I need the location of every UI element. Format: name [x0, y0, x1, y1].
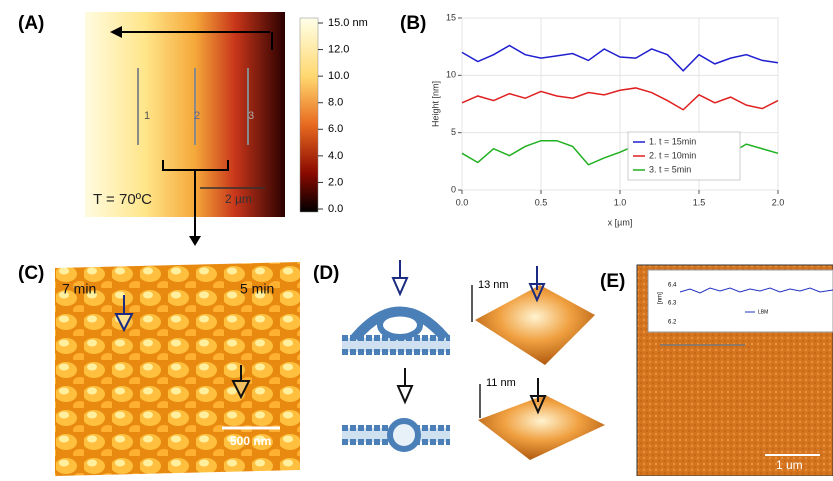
panel-label: (C): [18, 263, 44, 284]
colorbar-label: 8.0: [328, 97, 343, 109]
time-label: 7 min: [62, 281, 96, 297]
x-axis-label: x [µm]: [608, 217, 633, 227]
legend-label: 3. t = 5min: [649, 164, 691, 174]
inset-legend: LBM: [758, 309, 768, 315]
profile-number: 2: [194, 110, 200, 122]
arrow-head: [189, 236, 201, 246]
profile-number: 3: [248, 110, 254, 122]
colorbar-label: 12.0: [328, 43, 349, 55]
inset-tick: 6.2: [668, 320, 677, 326]
y-tick-label: 0: [451, 184, 456, 194]
afm-image: [85, 12, 285, 217]
height-label: 13 nm: [478, 279, 509, 291]
colorbar-label: 15.0 nm: [328, 17, 368, 29]
colorbar-label: 4.0: [328, 150, 343, 162]
x-tick-label: 0.0: [456, 197, 469, 207]
panel-label: (A): [18, 13, 44, 34]
scale-bar-label: 2 µm: [225, 192, 252, 206]
legend-label: 2. t = 10min: [649, 150, 696, 160]
membrane-cartoon: [342, 260, 450, 449]
panel-label: (D): [313, 263, 339, 284]
legend-label: 1. t = 15min: [649, 136, 696, 146]
y-tick-label: 5: [451, 127, 456, 137]
inset-tick: 6.4: [668, 283, 677, 289]
x-tick-label: 0.5: [535, 197, 548, 207]
inset-ylabel: [nm]: [658, 292, 664, 304]
scale-bar-label: 1 um: [776, 458, 803, 472]
x-tick-label: 2.0: [772, 197, 785, 207]
y-tick-label: 15: [446, 12, 456, 22]
colorbar-label: 6.0: [328, 123, 343, 135]
colorbar-label: 10.0: [328, 70, 349, 82]
scale-bar-label: 500 nm: [230, 434, 271, 448]
profile-number: 1: [144, 110, 150, 122]
inset-tick: 6.3: [668, 301, 677, 307]
panel-label: (B): [400, 13, 426, 34]
colorbar: [300, 18, 318, 212]
x-tick-label: 1.5: [693, 197, 706, 207]
y-tick-label: 10: [446, 70, 456, 80]
temperature: T = 70ºC: [93, 191, 152, 208]
x-tick-label: 1.0: [614, 197, 627, 207]
panel-label: (E): [600, 271, 625, 292]
figure: (A) 1 2 3 2 µm T = 70ºC 15.0 nm 12.0 10.0 8…: [0, 0, 833, 476]
colorbar-label: 2.0: [328, 176, 343, 188]
colorbar-label: 0.0: [328, 203, 343, 215]
y-axis-label: Height [nm]: [430, 81, 440, 127]
height-label: 11 nm: [486, 377, 516, 389]
time-label: 5 min: [240, 281, 274, 297]
